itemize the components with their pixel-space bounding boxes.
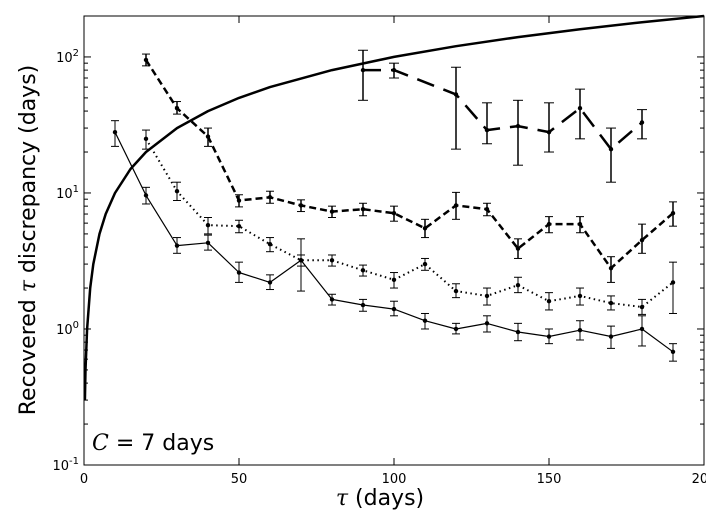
data-point bbox=[360, 268, 366, 273]
series-longdash bbox=[358, 49, 647, 183]
data-point bbox=[608, 334, 614, 339]
data-point bbox=[608, 265, 614, 271]
axis-ticks: 0 50 100 150 200 10-1 100 101 102 bbox=[52, 15, 706, 487]
data-point bbox=[391, 67, 397, 73]
data-point bbox=[577, 327, 583, 333]
data-point bbox=[422, 318, 428, 323]
data-point bbox=[174, 105, 180, 111]
data-point bbox=[422, 261, 428, 267]
data-point bbox=[639, 304, 645, 310]
data-point bbox=[143, 193, 149, 198]
y-tick-label: 102 bbox=[56, 48, 79, 66]
y-axis-text-pre: Recovered bbox=[16, 292, 41, 415]
y-axis-text-post: discrepancy (days) bbox=[16, 65, 41, 280]
annotation-symbol: C bbox=[92, 431, 109, 456]
data-point bbox=[453, 288, 459, 294]
data-point bbox=[236, 223, 242, 229]
data-point bbox=[422, 226, 428, 231]
series-line bbox=[83, 14, 705, 401]
y-tick-label: 100 bbox=[56, 320, 79, 338]
data-point bbox=[608, 146, 614, 152]
x-tick-label: 50 bbox=[231, 472, 248, 487]
data-point bbox=[453, 203, 459, 208]
y-axis-symbol: τ bbox=[16, 279, 41, 292]
y-tick-label: 101 bbox=[56, 184, 79, 202]
data-point bbox=[484, 206, 490, 212]
data-point bbox=[174, 189, 180, 194]
data-point bbox=[143, 136, 149, 142]
data-point bbox=[484, 321, 490, 326]
data-point bbox=[205, 222, 211, 228]
data-point bbox=[112, 129, 118, 135]
series-reference bbox=[83, 14, 705, 401]
data-point bbox=[639, 237, 645, 243]
data-point bbox=[329, 297, 335, 302]
x-axis-text: (days) bbox=[348, 486, 424, 511]
data-point bbox=[391, 306, 397, 312]
series-line bbox=[144, 59, 674, 270]
data-point bbox=[546, 221, 552, 227]
data-point bbox=[391, 277, 397, 282]
plot-area-group: 0 50 100 150 200 10-1 100 101 102 bbox=[52, 14, 706, 487]
x-tick-label: 150 bbox=[537, 472, 562, 487]
data-point bbox=[298, 258, 304, 263]
data-point bbox=[453, 92, 459, 97]
data-point bbox=[577, 105, 583, 111]
data-point bbox=[267, 195, 273, 200]
data-point bbox=[546, 299, 552, 304]
x-tick-label: 200 bbox=[692, 472, 706, 487]
x-axis-label: τ (days) bbox=[336, 486, 424, 511]
x-axis-symbol: τ bbox=[336, 486, 349, 511]
data-point bbox=[484, 293, 490, 299]
data-point bbox=[143, 57, 149, 63]
data-point bbox=[360, 206, 366, 212]
data-point bbox=[608, 300, 614, 306]
data-point bbox=[267, 242, 273, 247]
data-point bbox=[546, 334, 552, 339]
data-point bbox=[670, 349, 676, 354]
x-tick-label: 100 bbox=[382, 472, 407, 487]
y-tick-label: 10-1 bbox=[52, 456, 79, 474]
data-point bbox=[515, 329, 521, 335]
data-point bbox=[670, 210, 676, 216]
data-point bbox=[670, 280, 676, 285]
data-point bbox=[267, 280, 273, 285]
y-axis-label: Recovered τ discrepancy (days) bbox=[16, 65, 41, 416]
plot-frame bbox=[83, 15, 705, 466]
series-solid bbox=[111, 120, 677, 362]
annotation-text: = 7 days bbox=[109, 431, 214, 456]
data-point bbox=[360, 302, 366, 308]
data-point bbox=[484, 127, 490, 133]
data-point bbox=[329, 258, 335, 263]
series-dashed bbox=[142, 53, 677, 283]
data-point bbox=[205, 240, 211, 246]
data-point bbox=[515, 123, 521, 129]
annotation: C = 7 days bbox=[92, 431, 214, 456]
data-point bbox=[453, 326, 459, 332]
data-point bbox=[236, 270, 242, 275]
data-point bbox=[174, 243, 180, 248]
data-point bbox=[515, 282, 521, 288]
data-point bbox=[639, 120, 645, 125]
data-point bbox=[236, 198, 242, 203]
data-point bbox=[546, 129, 552, 135]
data-point bbox=[329, 209, 335, 214]
data-point bbox=[205, 134, 211, 139]
data-point bbox=[360, 67, 366, 73]
x-tick-label: 0 bbox=[80, 472, 88, 487]
data-point bbox=[639, 326, 645, 332]
data-point bbox=[298, 203, 304, 208]
data-point bbox=[515, 246, 521, 251]
data-point bbox=[577, 293, 583, 299]
series-layer bbox=[83, 14, 705, 401]
series-dotted bbox=[142, 129, 677, 315]
data-point bbox=[577, 221, 583, 227]
series-line bbox=[145, 138, 674, 308]
data-point bbox=[391, 210, 397, 216]
